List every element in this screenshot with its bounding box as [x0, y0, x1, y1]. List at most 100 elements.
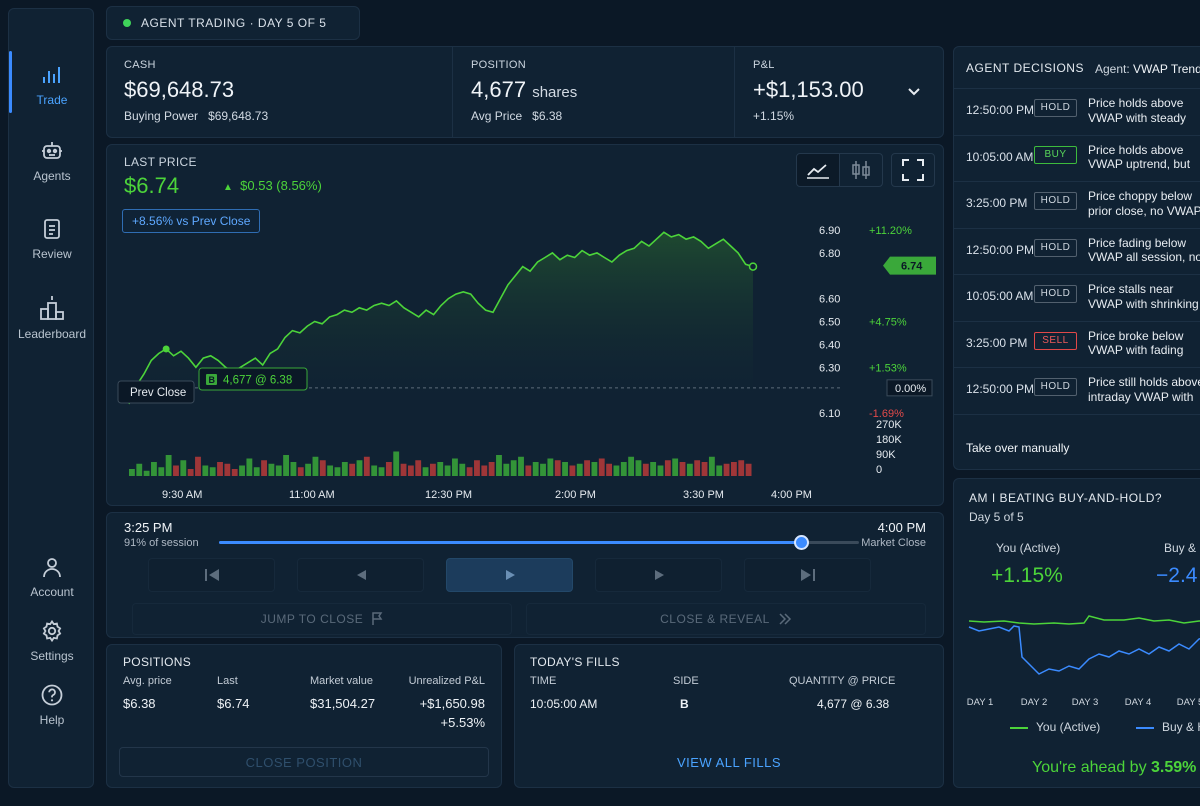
close-and-reveal-button[interactable]: CLOSE & REVEAL	[526, 603, 926, 635]
decision-time: 3:25:00 PM	[966, 335, 1028, 350]
decision-row[interactable]: 12:50:00 PM HOLD Price holds above VWAP wi…	[954, 88, 1200, 135]
skip-to-start-button[interactable]	[148, 558, 275, 592]
last-header: Last	[217, 675, 238, 687]
volume-bar	[334, 467, 341, 476]
volume-bar	[195, 456, 201, 476]
volume-bar	[349, 463, 356, 476]
sidebar-item-help[interactable]: Help	[9, 683, 95, 727]
volume-bar	[701, 462, 708, 476]
price-change: ▲ $0.53 (8.56%)	[223, 178, 322, 193]
volume-bar	[466, 467, 473, 476]
decision-row[interactable]: 3:25:00 PM HOLD Price choppy below prior c…	[954, 181, 1200, 228]
step-back-button[interactable]	[297, 558, 424, 592]
decision-row[interactable]: 3:25:00 PM SELL Price broke below VWAP wit…	[954, 320, 1200, 368]
sidebar-item-settings[interactable]: Settings	[9, 619, 95, 663]
replay-slider-handle[interactable]	[794, 535, 810, 550]
line-chart-button[interactable]	[796, 153, 840, 187]
sidebar-item-agents[interactable]: Agents	[9, 139, 95, 183]
current-price-tag	[883, 256, 936, 275]
fullscreen-button[interactable]	[891, 153, 935, 187]
volume-bar	[481, 465, 488, 476]
fills-title: TODAY'S FILLS	[530, 655, 620, 669]
legend-you: You (Active)	[1010, 720, 1100, 734]
view-all-fills-link[interactable]: VIEW ALL FILLS	[676, 755, 782, 770]
divider	[452, 47, 453, 137]
market-close-time: 4:00 PM	[877, 520, 926, 535]
sidebar: Trade Agents Review Leaderboard Account …	[8, 8, 94, 788]
jump-to-close-button[interactable]: JUMP TO CLOSE	[132, 603, 512, 635]
current-price-tag-label: 6.74	[901, 261, 923, 273]
volume-bar	[730, 462, 737, 476]
replay-slider[interactable]	[219, 535, 859, 550]
volume-bar	[723, 463, 730, 476]
up-arrow-icon: ▲	[223, 182, 233, 193]
ahead-summary: You're ahead by 3.59%	[1032, 759, 1196, 777]
avg-price-label: Avg Price	[471, 109, 523, 123]
sidebar-item-review[interactable]: Review	[9, 217, 95, 261]
decision-row[interactable]: 10:05:00 AM HOLD Price stalls near VWAP wi…	[954, 274, 1200, 321]
decision-action-badge: BUY	[1034, 145, 1077, 164]
legend-you-label: You (Active)	[1036, 720, 1101, 734]
decision-row[interactable]: 10:05:00 AM BUY Price holds above VWAP upt…	[954, 134, 1200, 182]
pct-tick-label: +4.75%	[869, 317, 907, 329]
fill-marker-side: B	[209, 375, 216, 385]
volume-bar	[400, 463, 407, 476]
day-tick-label: DAY 2	[1021, 697, 1048, 708]
replay-current-time: 3:25 PM	[124, 520, 173, 535]
step-forward-icon	[654, 570, 664, 580]
position-unrealized-pnl: +$1,650.98	[419, 696, 485, 711]
close-position-button[interactable]: CLOSE POSITION	[119, 747, 489, 777]
step-forward-button[interactable]	[595, 558, 722, 592]
y-tick-label: 6.90	[819, 225, 840, 237]
volume-bar	[385, 462, 392, 476]
robot-icon	[42, 142, 62, 159]
legend-swatch	[1136, 726, 1154, 729]
volume-bar	[143, 470, 150, 476]
decision-action-badge: HOLD	[1034, 238, 1077, 257]
session-banner: AGENT TRADING · DAY 5 OF 5	[106, 6, 360, 40]
agent-name-value: VWAP Trend	[1133, 62, 1200, 76]
pnl-percent: +1.15%	[753, 109, 795, 123]
y-tick-label: 6.30	[819, 362, 840, 374]
sidebar-item-label: Settings	[30, 649, 74, 663]
sidebar-item-account[interactable]: Account	[9, 555, 95, 599]
active-indicator	[9, 51, 12, 113]
volume-bar	[202, 465, 209, 476]
buy-hold-line	[968, 625, 1200, 675]
volume-bar	[158, 467, 165, 476]
help-icon	[41, 684, 63, 706]
trade-chart-icon	[43, 67, 60, 83]
buying-power-value: $69,648.73	[208, 109, 269, 123]
sidebar-item-trade[interactable]: Trade	[9, 63, 95, 107]
take-over-manually-link[interactable]: Take over manually	[966, 441, 1070, 455]
volume-bar	[745, 463, 752, 476]
pct-tick-label: -1.69%	[869, 408, 904, 420]
last-price-value: $6.74	[124, 173, 180, 198]
volume-bar	[452, 458, 458, 476]
flag-icon	[372, 612, 383, 625]
sidebar-item-label: Account	[30, 585, 74, 599]
account-stats: CASH $69,648.73 Buying Power $69,648.73 …	[106, 46, 944, 138]
buy-hold-value: −2.4	[1156, 564, 1198, 587]
play-button[interactable]	[446, 558, 573, 592]
skip-end-icon	[800, 569, 815, 581]
fill-marker	[198, 367, 308, 391]
decision-row[interactable]: 12:50:00 PM HOLD Price fading below VWAP a…	[954, 227, 1200, 275]
volume-bar	[642, 463, 649, 476]
chevron-down-icon[interactable]	[907, 87, 921, 97]
volume-bar	[716, 465, 723, 476]
sidebar-item-leaderboard[interactable]: Leaderboard	[9, 293, 95, 341]
pnl-stat[interactable]: P&L +$1,153.00 +1.15%	[736, 47, 941, 137]
candlestick-button[interactable]	[839, 153, 883, 187]
sidebar-item-label: Leaderboard	[17, 327, 87, 341]
agent-name[interactable]: Agent: VWAP Trend	[1095, 62, 1200, 76]
document-icon	[44, 219, 60, 239]
volume-tick-label: 0	[876, 464, 882, 476]
decision-reason: Price choppy below prior close, no VWAP-	[1088, 189, 1200, 218]
volume-bar	[708, 456, 715, 476]
skip-to-end-button[interactable]	[744, 558, 871, 592]
buy-hold-label: Buy & H	[1164, 541, 1200, 555]
volume-bar	[187, 469, 194, 476]
decision-row[interactable]: 12:50:00 PM HOLD Price still holds above i…	[954, 367, 1200, 414]
decision-reason: Price stalls near VWAP with shrinking vo…	[1088, 282, 1199, 312]
